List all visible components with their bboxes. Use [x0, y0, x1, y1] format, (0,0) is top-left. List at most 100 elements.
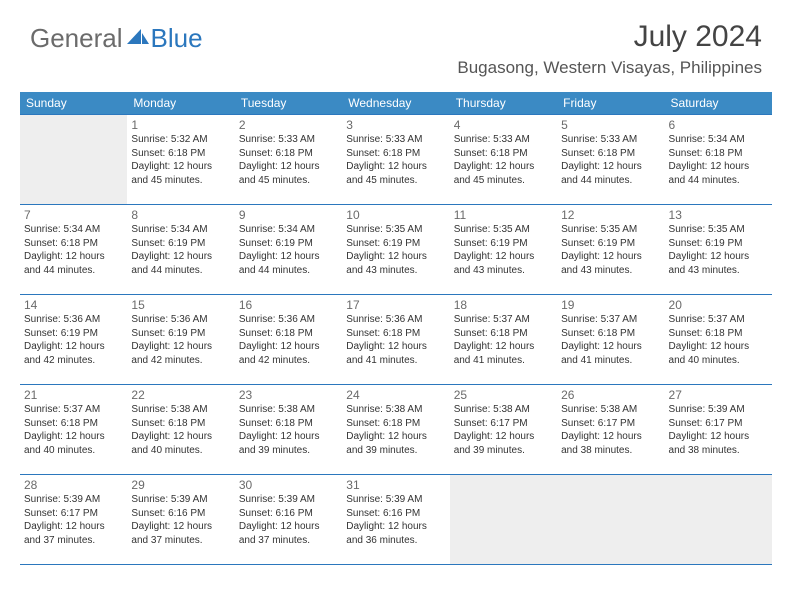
- logo: General Blue: [30, 20, 203, 57]
- calendar-day-cell: 31Sunrise: 5:39 AMSunset: 6:16 PMDayligh…: [342, 475, 449, 565]
- day-number: 15: [131, 298, 230, 312]
- day-number: 19: [561, 298, 660, 312]
- weekday-header: Monday: [127, 92, 234, 115]
- day-info: Sunrise: 5:33 AMSunset: 6:18 PMDaylight:…: [561, 133, 660, 187]
- calendar-day-cell: 1Sunrise: 5:32 AMSunset: 6:18 PMDaylight…: [127, 115, 234, 205]
- day-info: Sunrise: 5:39 AMSunset: 6:16 PMDaylight:…: [131, 493, 230, 547]
- calendar-day-cell: 20Sunrise: 5:37 AMSunset: 6:18 PMDayligh…: [665, 295, 772, 385]
- day-number: 26: [561, 388, 660, 402]
- day-number: 4: [454, 118, 553, 132]
- calendar-day-cell: 8Sunrise: 5:34 AMSunset: 6:19 PMDaylight…: [127, 205, 234, 295]
- day-info: Sunrise: 5:33 AMSunset: 6:18 PMDaylight:…: [239, 133, 338, 187]
- calendar-day-cell: 15Sunrise: 5:36 AMSunset: 6:19 PMDayligh…: [127, 295, 234, 385]
- calendar-day-cell: 13Sunrise: 5:35 AMSunset: 6:19 PMDayligh…: [665, 205, 772, 295]
- weekday-header-row: SundayMondayTuesdayWednesdayThursdayFrid…: [20, 92, 772, 115]
- calendar-day-cell: 16Sunrise: 5:36 AMSunset: 6:18 PMDayligh…: [235, 295, 342, 385]
- day-number: 18: [454, 298, 553, 312]
- day-number: 30: [239, 478, 338, 492]
- calendar-day-cell: 30Sunrise: 5:39 AMSunset: 6:16 PMDayligh…: [235, 475, 342, 565]
- logo-sail-icon: [127, 20, 149, 51]
- weekday-header: Sunday: [20, 92, 127, 115]
- calendar-day-cell: 2Sunrise: 5:33 AMSunset: 6:18 PMDaylight…: [235, 115, 342, 205]
- calendar-week-row: 1Sunrise: 5:32 AMSunset: 6:18 PMDaylight…: [20, 115, 772, 205]
- day-info: Sunrise: 5:38 AMSunset: 6:18 PMDaylight:…: [239, 403, 338, 457]
- day-number: 28: [24, 478, 123, 492]
- day-number: 6: [669, 118, 768, 132]
- day-number: 7: [24, 208, 123, 222]
- calendar-day-cell: 23Sunrise: 5:38 AMSunset: 6:18 PMDayligh…: [235, 385, 342, 475]
- calendar-day-cell: 14Sunrise: 5:36 AMSunset: 6:19 PMDayligh…: [20, 295, 127, 385]
- weekday-header: Saturday: [665, 92, 772, 115]
- calendar-week-row: 7Sunrise: 5:34 AMSunset: 6:18 PMDaylight…: [20, 205, 772, 295]
- day-info: Sunrise: 5:34 AMSunset: 6:19 PMDaylight:…: [131, 223, 230, 277]
- day-info: Sunrise: 5:36 AMSunset: 6:19 PMDaylight:…: [24, 313, 123, 367]
- day-number: 13: [669, 208, 768, 222]
- day-info: Sunrise: 5:35 AMSunset: 6:19 PMDaylight:…: [669, 223, 768, 277]
- day-info: Sunrise: 5:34 AMSunset: 6:18 PMDaylight:…: [24, 223, 123, 277]
- day-info: Sunrise: 5:39 AMSunset: 6:17 PMDaylight:…: [24, 493, 123, 547]
- day-number: 11: [454, 208, 553, 222]
- weekday-header: Friday: [557, 92, 664, 115]
- day-number: 21: [24, 388, 123, 402]
- day-number: 29: [131, 478, 230, 492]
- weekday-header: Thursday: [450, 92, 557, 115]
- calendar-week-row: 14Sunrise: 5:36 AMSunset: 6:19 PMDayligh…: [20, 295, 772, 385]
- day-info: Sunrise: 5:36 AMSunset: 6:18 PMDaylight:…: [346, 313, 445, 367]
- calendar-day-cell: [20, 115, 127, 205]
- day-info: Sunrise: 5:35 AMSunset: 6:19 PMDaylight:…: [454, 223, 553, 277]
- day-number: 24: [346, 388, 445, 402]
- calendar-day-cell: 18Sunrise: 5:37 AMSunset: 6:18 PMDayligh…: [450, 295, 557, 385]
- weekday-header: Wednesday: [342, 92, 449, 115]
- day-number: 16: [239, 298, 338, 312]
- day-number: 9: [239, 208, 338, 222]
- day-number: 17: [346, 298, 445, 312]
- day-info: Sunrise: 5:37 AMSunset: 6:18 PMDaylight:…: [24, 403, 123, 457]
- calendar-week-row: 28Sunrise: 5:39 AMSunset: 6:17 PMDayligh…: [20, 475, 772, 565]
- day-info: Sunrise: 5:34 AMSunset: 6:19 PMDaylight:…: [239, 223, 338, 277]
- logo-text-blue: Blue: [151, 23, 203, 54]
- day-number: 31: [346, 478, 445, 492]
- day-number: 3: [346, 118, 445, 132]
- day-info: Sunrise: 5:32 AMSunset: 6:18 PMDaylight:…: [131, 133, 230, 187]
- day-info: Sunrise: 5:34 AMSunset: 6:18 PMDaylight:…: [669, 133, 768, 187]
- day-number: 12: [561, 208, 660, 222]
- calendar-day-cell: 9Sunrise: 5:34 AMSunset: 6:19 PMDaylight…: [235, 205, 342, 295]
- day-number: 5: [561, 118, 660, 132]
- day-info: Sunrise: 5:33 AMSunset: 6:18 PMDaylight:…: [346, 133, 445, 187]
- day-info: Sunrise: 5:37 AMSunset: 6:18 PMDaylight:…: [561, 313, 660, 367]
- calendar-day-cell: 17Sunrise: 5:36 AMSunset: 6:18 PMDayligh…: [342, 295, 449, 385]
- calendar-day-cell: 10Sunrise: 5:35 AMSunset: 6:19 PMDayligh…: [342, 205, 449, 295]
- calendar-day-cell: [557, 475, 664, 565]
- weekday-header: Tuesday: [235, 92, 342, 115]
- day-number: 14: [24, 298, 123, 312]
- calendar-day-cell: 6Sunrise: 5:34 AMSunset: 6:18 PMDaylight…: [665, 115, 772, 205]
- calendar-day-cell: 29Sunrise: 5:39 AMSunset: 6:16 PMDayligh…: [127, 475, 234, 565]
- calendar-day-cell: 28Sunrise: 5:39 AMSunset: 6:17 PMDayligh…: [20, 475, 127, 565]
- day-info: Sunrise: 5:38 AMSunset: 6:18 PMDaylight:…: [346, 403, 445, 457]
- day-info: Sunrise: 5:38 AMSunset: 6:18 PMDaylight:…: [131, 403, 230, 457]
- calendar-day-cell: 3Sunrise: 5:33 AMSunset: 6:18 PMDaylight…: [342, 115, 449, 205]
- location-text: Bugasong, Western Visayas, Philippines: [457, 58, 762, 78]
- calendar-day-cell: 26Sunrise: 5:38 AMSunset: 6:17 PMDayligh…: [557, 385, 664, 475]
- month-title: July 2024: [457, 20, 762, 54]
- day-number: 2: [239, 118, 338, 132]
- calendar-day-cell: 12Sunrise: 5:35 AMSunset: 6:19 PMDayligh…: [557, 205, 664, 295]
- calendar-day-cell: 25Sunrise: 5:38 AMSunset: 6:17 PMDayligh…: [450, 385, 557, 475]
- day-number: 25: [454, 388, 553, 402]
- day-info: Sunrise: 5:33 AMSunset: 6:18 PMDaylight:…: [454, 133, 553, 187]
- day-number: 23: [239, 388, 338, 402]
- calendar-day-cell: 5Sunrise: 5:33 AMSunset: 6:18 PMDaylight…: [557, 115, 664, 205]
- calendar-day-cell: 21Sunrise: 5:37 AMSunset: 6:18 PMDayligh…: [20, 385, 127, 475]
- day-number: 8: [131, 208, 230, 222]
- day-number: 22: [131, 388, 230, 402]
- title-block: July 2024 Bugasong, Western Visayas, Phi…: [457, 20, 762, 78]
- day-number: 20: [669, 298, 768, 312]
- calendar-day-cell: 19Sunrise: 5:37 AMSunset: 6:18 PMDayligh…: [557, 295, 664, 385]
- day-number: 1: [131, 118, 230, 132]
- day-info: Sunrise: 5:36 AMSunset: 6:18 PMDaylight:…: [239, 313, 338, 367]
- day-info: Sunrise: 5:38 AMSunset: 6:17 PMDaylight:…: [561, 403, 660, 457]
- day-info: Sunrise: 5:39 AMSunset: 6:17 PMDaylight:…: [669, 403, 768, 457]
- day-info: Sunrise: 5:37 AMSunset: 6:18 PMDaylight:…: [454, 313, 553, 367]
- calendar-day-cell: 27Sunrise: 5:39 AMSunset: 6:17 PMDayligh…: [665, 385, 772, 475]
- calendar-table: SundayMondayTuesdayWednesdayThursdayFrid…: [20, 92, 772, 565]
